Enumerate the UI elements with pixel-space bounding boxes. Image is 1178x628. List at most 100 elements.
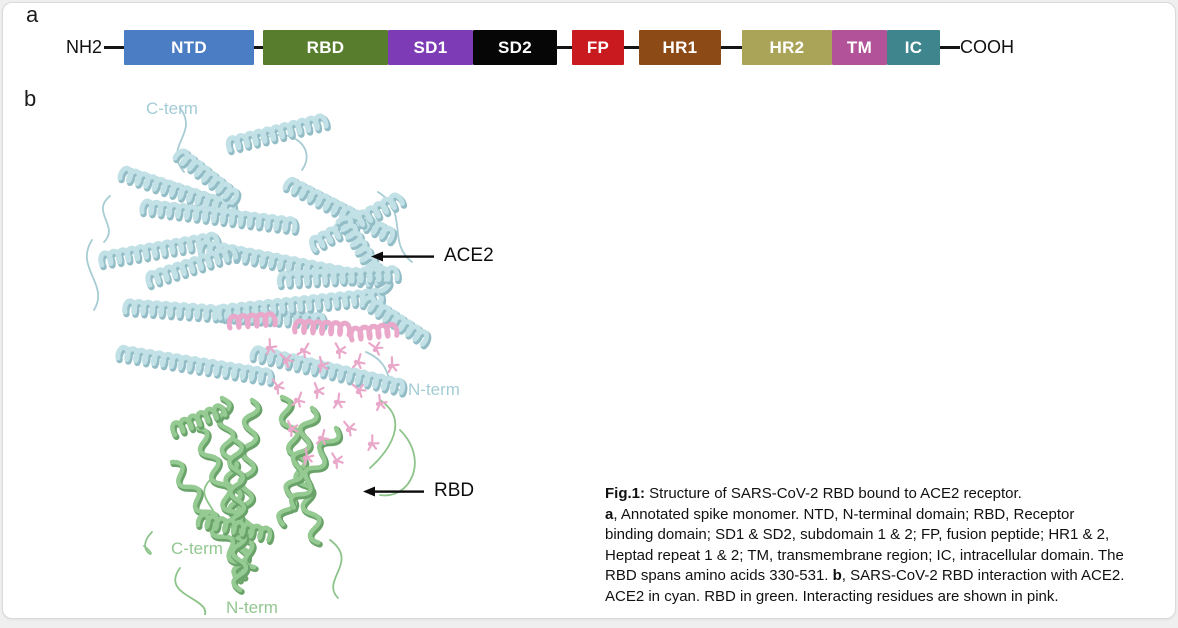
ribbon-path <box>369 399 397 469</box>
domain-linker <box>254 46 263 49</box>
domain-block-ic: IC <box>887 30 940 65</box>
ribbon-path <box>287 420 299 437</box>
ribbon-path <box>86 239 100 311</box>
ribbon-path <box>174 567 206 615</box>
ribbon-path <box>276 265 400 288</box>
domain-linker <box>104 46 124 49</box>
domain-block-rbd: RBD <box>263 30 388 65</box>
residue-dot <box>387 363 393 369</box>
ribbon-path <box>309 192 405 253</box>
ribbon-path <box>343 420 357 437</box>
ribbon-path <box>318 355 330 374</box>
ribbon-path <box>348 321 400 343</box>
domain-block-sd2: SD2 <box>473 30 557 65</box>
ace2-label: ACE2 <box>444 245 494 266</box>
domain-linker <box>940 46 960 49</box>
domain-block-tm: TM <box>832 30 887 65</box>
ribbon-path <box>102 195 111 243</box>
ribbon-path <box>195 512 273 543</box>
protein-structure-figure <box>86 107 432 615</box>
ribbon-path <box>291 391 306 408</box>
ribbon-path <box>226 311 278 331</box>
ribbon-path <box>169 459 242 564</box>
ribbon-path <box>259 133 308 171</box>
interface-helix-patches <box>226 311 400 343</box>
residue-dot <box>355 389 361 395</box>
figure-caption: Fig.1: Structure of SARS-CoV-2 RBD bound… <box>605 484 1178 607</box>
ace2-c-term-label: C-term <box>146 99 198 118</box>
ribbon-path <box>225 113 329 153</box>
spike-domain-diagram: NH2 NTD RBD SD1 SD2 FP HR1 HR2 TM IC COOH <box>0 30 1178 66</box>
ribbon-path <box>334 342 347 359</box>
residue-dot <box>353 359 359 365</box>
ribbon-path <box>303 447 315 466</box>
residue-dot <box>265 345 271 351</box>
ribbon-path <box>331 452 344 469</box>
panel-b-label: b <box>24 86 37 111</box>
residue-dot <box>299 347 305 353</box>
ribbon-path <box>367 434 380 451</box>
residue-dot <box>335 349 341 355</box>
residue-dot <box>372 347 378 353</box>
ribbon-path <box>313 381 325 400</box>
residue-dot <box>282 359 288 365</box>
ribbon-path <box>271 378 285 395</box>
caption-segment: Structure of SARS-CoV-2 RBD bound to ACE… <box>645 485 1022 502</box>
caption-segment: a <box>605 505 614 523</box>
rbd-loops <box>143 399 416 615</box>
ribbon-path <box>288 425 341 510</box>
residue-dot <box>333 399 339 405</box>
ribbon-path <box>368 341 384 356</box>
caption-segment: b <box>832 567 842 584</box>
ribbon-path <box>227 437 249 593</box>
rbd-n-term-label: N-term <box>226 598 278 617</box>
residue-dot <box>345 427 351 433</box>
ribbon-path <box>195 425 257 570</box>
caption-segment: ACE2 in cyan. RBD in green. Interacting … <box>605 587 1059 605</box>
ribbon-path <box>145 245 239 288</box>
ribbon-path <box>292 318 353 338</box>
ribbon-path <box>332 392 346 409</box>
rbd-ribbons <box>169 394 344 595</box>
rbd-label: RBD <box>434 480 475 501</box>
left-arrow-icon <box>371 251 434 261</box>
residue-dot <box>375 401 381 407</box>
residue-dot <box>313 389 319 395</box>
ribbon-path <box>296 342 311 359</box>
ace2-n-term-label: N-term <box>408 380 460 399</box>
residue-dot <box>302 455 308 461</box>
ribbon-path <box>329 539 343 599</box>
residue-dot <box>367 441 373 447</box>
ribbon-path <box>279 353 294 369</box>
residue-dot <box>293 397 299 403</box>
ribbon-path <box>379 429 416 497</box>
caption-segment: binding domain; SD1 & SD2, subdomain 1 &… <box>605 526 1110 543</box>
domain-linker <box>556 46 572 49</box>
ribbon-path <box>351 353 366 370</box>
domain-block-fp: FP <box>572 30 624 65</box>
residue-dot <box>317 363 323 369</box>
ribbon-path <box>249 345 406 395</box>
ace2-annotation: ACE2 <box>371 245 494 267</box>
domain-block-hr1: HR1 <box>639 30 721 65</box>
ribbon-path <box>231 397 261 582</box>
caption-segment: Fig.1: <box>605 485 645 502</box>
residue-dot <box>332 459 338 465</box>
rbd-annotation: RBD <box>363 480 474 502</box>
ribbon-path <box>139 198 298 234</box>
caption-segment: , Annotated spike monomer. NTD, N-termin… <box>613 505 1075 523</box>
ribbon-path <box>117 165 236 217</box>
residue-dot <box>273 385 279 391</box>
nh2-terminus-label: NH2 <box>65 37 102 57</box>
ribbon-path <box>387 356 400 373</box>
domain-block-sd1: SD1 <box>388 30 473 65</box>
ribbon-path <box>351 383 367 399</box>
ribbon-path <box>316 428 330 446</box>
residue-dot <box>317 435 323 441</box>
left-arrow-icon <box>363 486 424 496</box>
caption-segment: Heptad repeat 1 & 2; TM, transmembrane r… <box>605 546 1124 564</box>
domain-linker <box>624 46 639 49</box>
ribbon-path <box>143 531 153 555</box>
caption-segment: RBD spans amino acids 330-531. <box>605 567 833 584</box>
